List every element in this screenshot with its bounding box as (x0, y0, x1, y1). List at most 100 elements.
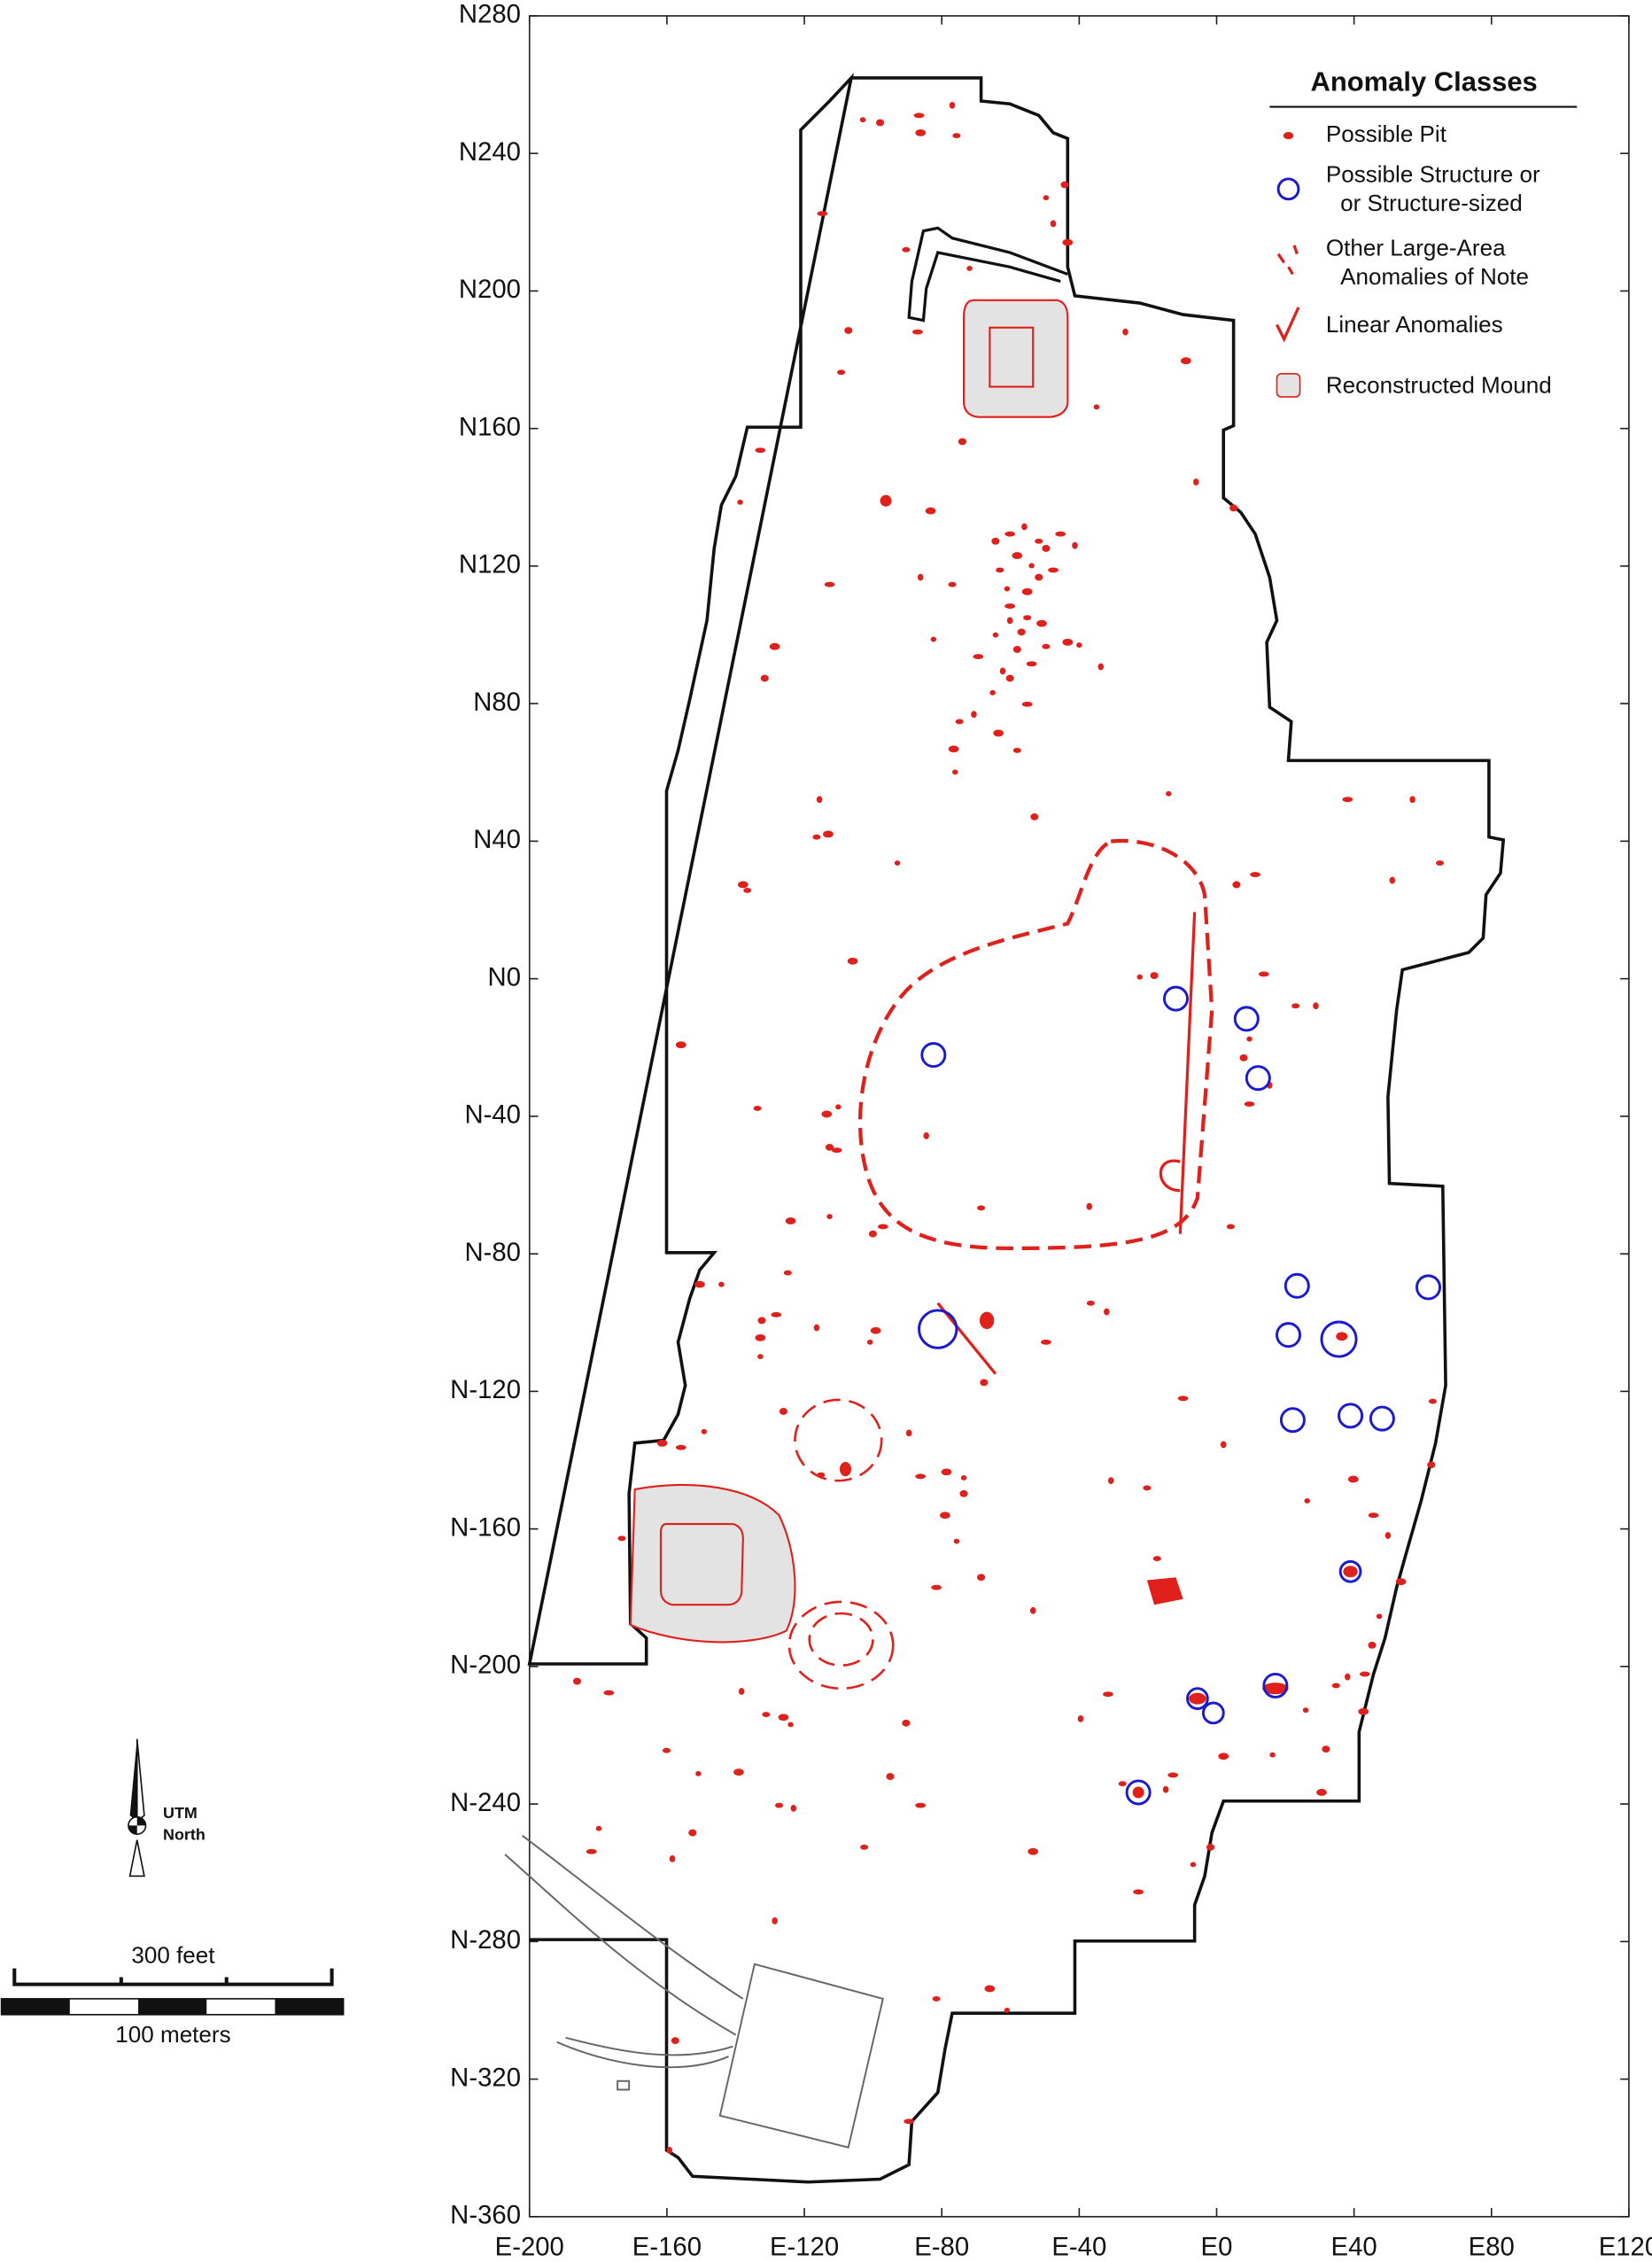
pit (1389, 876, 1396, 884)
pit (958, 438, 966, 446)
pit (992, 632, 999, 638)
pit (737, 881, 748, 889)
pit (1395, 1578, 1407, 1586)
pit (1342, 797, 1353, 803)
pit (971, 711, 977, 719)
pit (977, 1574, 986, 1582)
pit (812, 834, 821, 840)
y-tick-label: N-360 (450, 2201, 521, 2230)
x-tick-label: E40 (1331, 2232, 1377, 2261)
legend-mound-symbol (1276, 373, 1301, 398)
structure (918, 1309, 958, 1349)
pit (733, 1768, 744, 1776)
pit (701, 1428, 708, 1434)
pit (1118, 1781, 1127, 1787)
scale-meters: 100 meters (115, 2021, 230, 2048)
pit (1152, 1556, 1161, 1562)
pit (675, 1444, 686, 1450)
pit (783, 1270, 792, 1276)
legend-label: Linear Anomalies (1326, 311, 1503, 338)
pit (1226, 1224, 1235, 1230)
pit (1246, 1036, 1253, 1042)
pit (1384, 1532, 1392, 1539)
pit (980, 1379, 989, 1387)
pit (1435, 860, 1445, 866)
legend-area-symbol (1276, 245, 1299, 276)
x-tick-label: E-120 (770, 2232, 839, 2261)
pit (824, 581, 835, 587)
mound (962, 299, 1069, 418)
pit (915, 1802, 927, 1808)
x-tick-label: E120 (1599, 2232, 1652, 2261)
pit (1048, 567, 1059, 573)
pit (769, 642, 780, 650)
structure (1338, 1559, 1362, 1583)
pit (930, 636, 937, 642)
pit (1262, 1683, 1289, 1695)
pit (866, 1339, 873, 1345)
pit (1042, 643, 1051, 649)
y-tick-label: N-320 (450, 2063, 521, 2092)
structure (1125, 1779, 1152, 1806)
pit (1036, 619, 1047, 627)
structure (1201, 1701, 1225, 1725)
y-tick-label: N-40 (464, 1100, 521, 1130)
pit (1012, 748, 1021, 753)
pit (603, 1690, 615, 1696)
pit (949, 101, 956, 109)
pit (757, 1354, 764, 1360)
pit (1218, 1753, 1229, 1761)
structure (920, 1042, 947, 1069)
pit (738, 1688, 745, 1695)
pit (755, 1333, 766, 1341)
pit (1229, 504, 1238, 512)
pit (1136, 974, 1144, 980)
pit (1062, 238, 1074, 246)
legend-label: Possible Pit (1326, 120, 1447, 147)
pit (931, 1584, 942, 1590)
pit (817, 211, 828, 216)
pit (1093, 404, 1100, 410)
pit (966, 266, 973, 271)
y-tick-label: N-200 (450, 1651, 521, 1680)
pit (755, 447, 766, 454)
pit (743, 888, 752, 893)
pit (1132, 1786, 1144, 1799)
building (718, 1963, 884, 2149)
pit (1313, 1002, 1319, 1010)
pit (999, 667, 1006, 675)
pit (760, 674, 769, 682)
road (504, 1835, 744, 2091)
pit (1077, 1714, 1084, 1722)
pit (835, 1104, 842, 1110)
structure (1186, 1687, 1209, 1710)
pit (1409, 796, 1415, 804)
pit (718, 1281, 725, 1287)
y-tick-label: N-280 (450, 1925, 521, 1955)
north-label: North (163, 1826, 206, 1844)
pit (1004, 603, 1016, 610)
pit (771, 1311, 782, 1318)
pit (1220, 1441, 1227, 1449)
pit (902, 1719, 911, 1727)
pit (1143, 1485, 1152, 1491)
pit (1030, 812, 1039, 820)
pit (905, 1429, 912, 1437)
pit (1133, 1889, 1144, 1895)
pit (757, 1317, 766, 1325)
pit (1028, 563, 1035, 569)
pit (876, 119, 885, 127)
structure (1262, 1672, 1289, 1698)
pit (847, 957, 858, 965)
structure (1276, 1322, 1302, 1349)
pit (1103, 1691, 1113, 1698)
pit (1428, 1398, 1437, 1404)
linear-anomalies (936, 912, 1197, 1375)
pit (671, 2037, 679, 2045)
pit (1042, 545, 1051, 552)
pit (844, 327, 853, 334)
pit (839, 1461, 851, 1477)
pit (1107, 1477, 1114, 1485)
pit (1062, 638, 1074, 646)
